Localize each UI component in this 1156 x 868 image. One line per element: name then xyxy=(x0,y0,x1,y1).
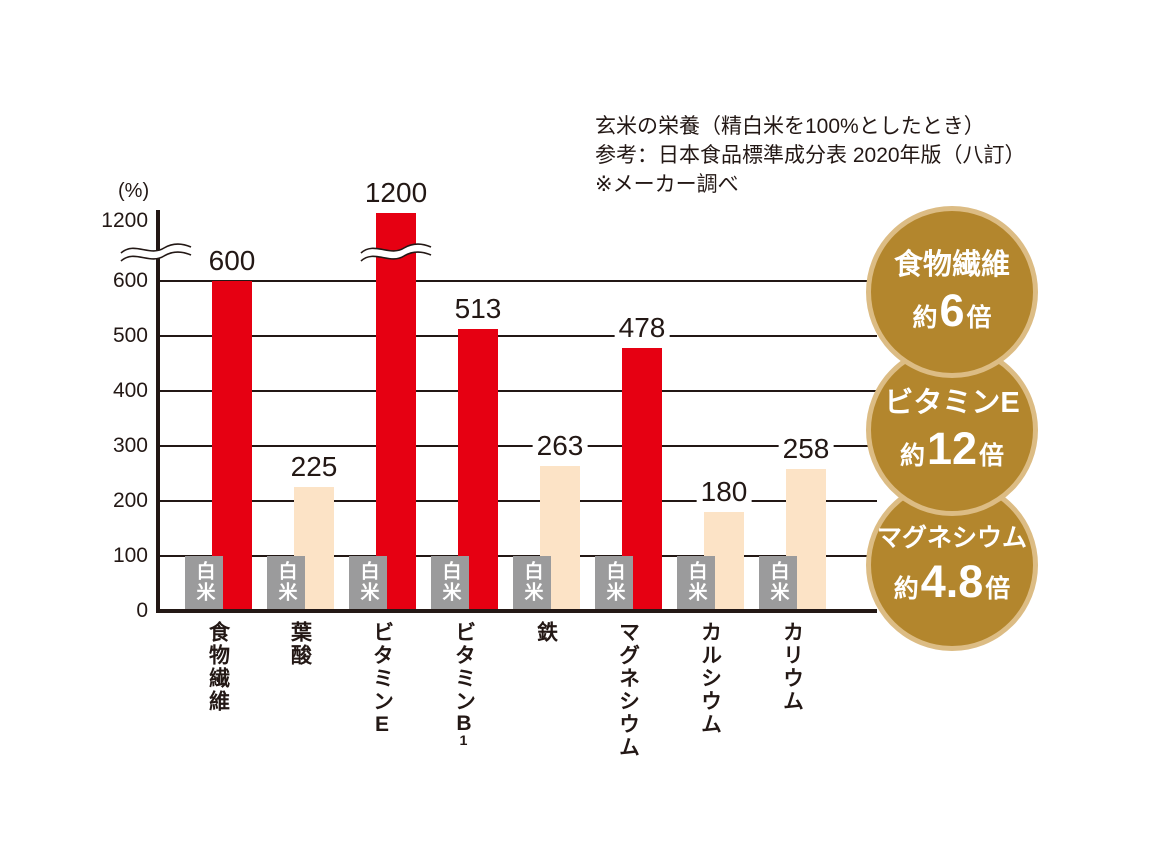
badge-prefix: 約 xyxy=(899,441,925,470)
hakumai-bar-label: 白米 xyxy=(603,561,625,603)
chart-disclaimer-line: ※メーカー調べ xyxy=(595,173,739,196)
badge-nutrient-label: マグネシウム xyxy=(876,524,1027,553)
bar-hakumai-6: 白米 xyxy=(595,556,633,611)
x-label-2: 葉酸 xyxy=(288,621,312,667)
chart-title-line: 玄米の栄養（精白米を100%としたとき） xyxy=(595,115,985,138)
badge-prefix: 約 xyxy=(912,303,938,332)
y-axis-unit-label: (%) xyxy=(118,180,150,202)
hakumai-bar-label: 白米 xyxy=(275,561,297,603)
value-label-478: 478 xyxy=(614,313,670,344)
value-label-1200: 1200 xyxy=(360,178,432,208)
y-axis-break xyxy=(120,238,192,269)
y-tick-1200: 1200 xyxy=(101,209,148,232)
value-label-513: 513 xyxy=(450,293,506,324)
badge-number: 12 xyxy=(926,422,978,474)
badge-1: 食物繊維約 6 倍 xyxy=(866,206,1038,378)
chart-reference-line: 参考：日本食品標準成分表 2020年版（八訂） xyxy=(595,144,1026,167)
bar-genmai-3 xyxy=(376,213,416,611)
x-label-1: 食物繊維 xyxy=(206,621,230,713)
bar-hakumai-8: 白米 xyxy=(759,556,797,611)
x-axis-baseline xyxy=(156,609,877,613)
badge-nutrient-label: ビタミンE xyxy=(884,387,1020,420)
x-label-6: マグネシウム xyxy=(616,621,640,759)
x-label-3: ビタミンE xyxy=(370,621,394,738)
y-tick-500: 500 xyxy=(112,324,148,347)
bar-axis-break xyxy=(360,238,432,269)
y-tick-400: 400 xyxy=(112,379,148,402)
x-label-7: カルシウム xyxy=(698,621,722,736)
hakumai-bar-label: 白米 xyxy=(357,561,379,603)
value-label-180: 180 xyxy=(696,477,752,507)
x-label-5: 鉄 xyxy=(534,621,558,644)
value-label-225: 225 xyxy=(286,452,342,483)
badge-suffix: 倍 xyxy=(979,441,1005,470)
hakumai-bar-label: 白米 xyxy=(193,561,215,603)
value-label-600: 600 xyxy=(204,246,260,276)
gridline-300 xyxy=(158,445,877,447)
x-label-4: ビタミンB1 xyxy=(452,621,476,749)
gridline-400 xyxy=(158,390,877,392)
badge-multiplier: 約 12 倍 xyxy=(900,426,1004,472)
y-tick-0: 0 xyxy=(136,599,148,622)
bar-hakumai-1: 白米 xyxy=(185,556,223,611)
bar-hakumai-5: 白米 xyxy=(513,556,551,611)
bar-hakumai-4: 白米 xyxy=(431,556,469,611)
gridline-600 xyxy=(158,280,877,282)
value-label-263: 263 xyxy=(532,431,588,462)
hakumai-bar-label: 白米 xyxy=(521,561,543,603)
y-tick-200: 200 xyxy=(112,489,148,512)
badge-nutrient-label: 食物繊維 xyxy=(893,249,1010,282)
y-axis xyxy=(156,210,160,613)
badge-prefix: 約 xyxy=(893,574,919,603)
bar-hakumai-3: 白米 xyxy=(349,556,387,611)
gridline-100 xyxy=(158,555,877,557)
badge-multiplier: 約 4.8 倍 xyxy=(894,559,1011,605)
hakumai-bar-label: 白米 xyxy=(685,561,707,603)
gridline-200 xyxy=(158,500,877,502)
hakumai-bar-label: 白米 xyxy=(439,561,461,603)
gridline-500 xyxy=(158,335,877,337)
badge-number: 6 xyxy=(939,284,965,336)
chart-note: 玄米の栄養（精白米を100%としたとき） 参考：日本食品標準成分表 2020年版… xyxy=(595,112,1026,199)
y-tick-600: 600 xyxy=(112,269,148,292)
bar-hakumai-7: 白米 xyxy=(677,556,715,611)
bar-hakumai-2: 白米 xyxy=(267,556,305,611)
hakumai-bar-label: 白米 xyxy=(767,561,789,603)
badge-number: 4.8 xyxy=(920,555,984,607)
x-label-8: カリウム xyxy=(780,621,804,713)
y-tick-100: 100 xyxy=(112,544,148,567)
y-tick-300: 300 xyxy=(112,434,148,457)
badge-suffix: 倍 xyxy=(985,574,1011,603)
badge-suffix: 倍 xyxy=(966,303,992,332)
value-label-258: 258 xyxy=(778,434,834,465)
